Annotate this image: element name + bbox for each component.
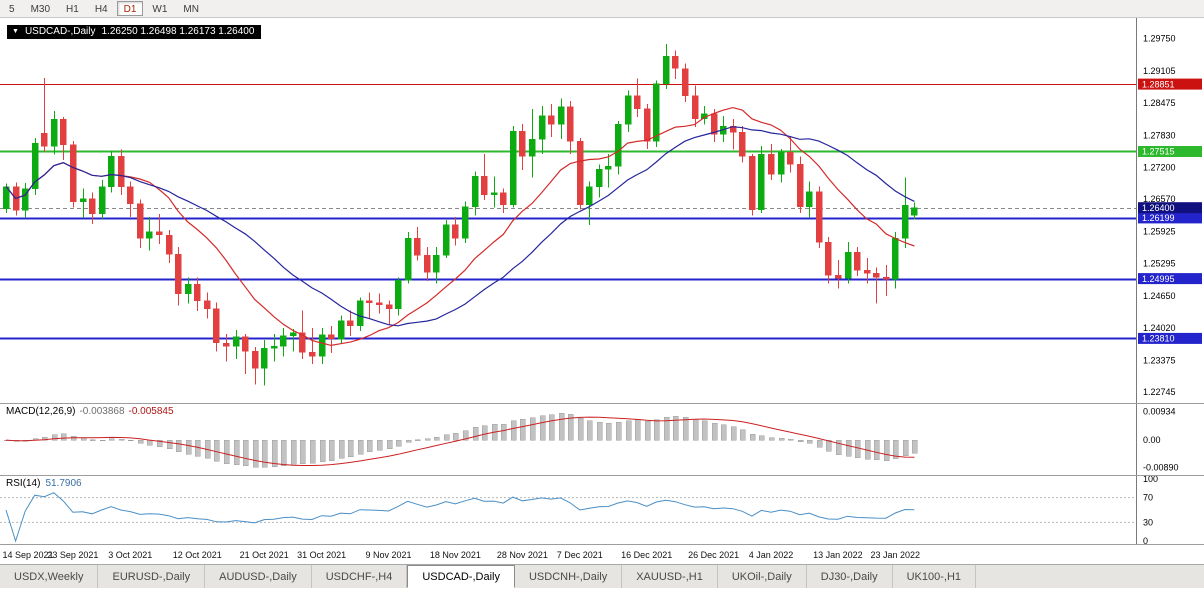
tab-usdx-weekly[interactable]: USDX,Weekly: [0, 565, 99, 588]
price-axis-scale: 1.29750 1.29105 1.28475 1.27830 1.27200 1.265…: [1136, 18, 1176, 403]
svg-text:21 Oct 2021: 21 Oct 2021: [240, 550, 289, 560]
macd-chart-canvas[interactable]: 0.00934 0.00 -0.00890: [0, 404, 1204, 475]
svg-text:1.27515: 1.27515: [1142, 147, 1175, 157]
macd-histogram: [3, 412, 918, 468]
chart-ohlc-values: 1.26250 1.26498 1.26173 1.26400: [101, 26, 255, 37]
rsi-label: RSI(14) 51.7906: [6, 478, 82, 489]
rsi-chart-canvas[interactable]: 100 70 30 0: [0, 476, 1204, 544]
candles: [2, 44, 918, 386]
tab-usdchf-h4[interactable]: USDCHF-,H4: [312, 565, 408, 588]
svg-text:1.25295: 1.25295: [1143, 259, 1176, 269]
svg-text:30: 30: [1143, 517, 1153, 527]
svg-text:1.28475: 1.28475: [1143, 98, 1176, 108]
chart-title-overlay: ▼ USDCAD-,Daily 1.26250 1.26498 1.26173 …: [7, 25, 262, 39]
price-level-badge: 1.26199: [1138, 212, 1202, 224]
svg-text:1.29105: 1.29105: [1143, 66, 1176, 76]
price-level-badge: 1.28851: [1138, 78, 1202, 90]
period-button-w1[interactable]: W1: [152, 4, 168, 15]
svg-text:100: 100: [1143, 476, 1158, 484]
svg-text:31 Oct 2021: 31 Oct 2021: [297, 550, 346, 560]
timeframe-toolbar: 5 M30 H1 H4 D1 W1 MN: [0, 0, 1204, 18]
tab-dj30-daily[interactable]: DJ30-,Daily: [807, 565, 893, 588]
price-level-badge: 1.27515: [1138, 146, 1202, 157]
price-level-badge: 1.23810: [1138, 332, 1202, 344]
svg-text:1.27200: 1.27200: [1143, 162, 1176, 172]
svg-text:1.26570: 1.26570: [1143, 194, 1176, 204]
svg-text:18 Nov 2021: 18 Nov 2021: [430, 550, 481, 560]
price-chart-canvas[interactable]: 1.29750 1.29105 1.28475 1.27830 1.27200 1.265…: [0, 18, 1204, 403]
svg-text:1.23375: 1.23375: [1143, 355, 1176, 365]
tab-eurusd-daily[interactable]: EURUSD-,Daily: [98, 565, 206, 588]
price-level-badge: 1.24995: [1138, 273, 1202, 285]
svg-text:1.29750: 1.29750: [1143, 34, 1176, 44]
svg-text:1.22745: 1.22745: [1143, 387, 1176, 397]
period-button-h4[interactable]: H4: [94, 4, 108, 15]
macd-panel: 0.00934 0.00 -0.00890 MACD(12,26,9) -0.0038…: [0, 403, 1204, 475]
tab-usdcnh-daily[interactable]: USDCNH-,Daily: [515, 565, 623, 588]
svg-text:16 Dec 2021: 16 Dec 2021: [621, 550, 672, 560]
tab-usdcad-daily[interactable]: USDCAD-,Daily: [407, 565, 515, 588]
svg-text:0.00: 0.00: [1143, 435, 1161, 445]
svg-text:3 Oct 2021: 3 Oct 2021: [108, 550, 152, 560]
svg-text:1.26400: 1.26400: [1142, 203, 1175, 213]
svg-text:23 Sep 2021: 23 Sep 2021: [47, 550, 98, 560]
svg-text:13 Jan 2022: 13 Jan 2022: [813, 550, 863, 560]
rsi-levels: [0, 497, 1136, 523]
svg-text:4 Jan 2022: 4 Jan 2022: [749, 550, 794, 560]
ma-fast-line: [5, 106, 915, 347]
current-price-badge: 1.26400: [1138, 202, 1202, 214]
tab-ukoil-daily[interactable]: UKOil-,Daily: [718, 565, 807, 588]
macd-axis-scale: 0.00934 0.00 -0.00890: [1136, 404, 1179, 475]
period-button-5[interactable]: 5: [9, 4, 15, 15]
rsi-value: 51.7906: [45, 478, 82, 489]
macd-name: MACD(12,26,9): [6, 406, 76, 417]
macd-main-value: -0.003868: [79, 406, 125, 417]
period-button-m30[interactable]: M30: [30, 4, 51, 15]
svg-text:0.00934: 0.00934: [1143, 406, 1176, 416]
dropdown-arrow-icon[interactable]: ▼: [12, 28, 19, 35]
svg-text:9 Nov 2021: 9 Nov 2021: [365, 550, 411, 560]
date-axis: 14 Sep 2021 23 Sep 2021 3 Oct 2021 12 Oct 2…: [0, 544, 1204, 564]
svg-text:1.24650: 1.24650: [1143, 291, 1176, 301]
svg-text:70: 70: [1143, 493, 1153, 503]
svg-text:7 Dec 2021: 7 Dec 2021: [557, 550, 603, 560]
period-button-h1[interactable]: H1: [66, 4, 79, 15]
rsi-name: RSI(14): [6, 478, 41, 489]
svg-text:1.28851: 1.28851: [1142, 79, 1175, 89]
tab-uk100-h1[interactable]: UK100-,H1: [893, 565, 977, 588]
svg-text:14 Sep 2021: 14 Sep 2021: [2, 550, 53, 560]
svg-text:1.24020: 1.24020: [1143, 323, 1176, 333]
rsi-axis-scale: 100 70 30 0: [1136, 476, 1158, 544]
svg-text:1.27830: 1.27830: [1143, 131, 1176, 141]
chart-tab-bar: USDX,Weekly EURUSD-,Daily AUDUSD-,Daily USD…: [0, 564, 1204, 588]
macd-label: MACD(12,26,9) -0.003868 -0.005845: [6, 406, 174, 417]
period-button-d1[interactable]: D1: [116, 1, 144, 16]
svg-text:26 Dec 2021: 26 Dec 2021: [688, 550, 739, 560]
svg-text:1.23810: 1.23810: [1142, 334, 1175, 344]
tab-audusd-daily[interactable]: AUDUSD-,Daily: [205, 565, 312, 588]
rsi-panel: 100 70 30 0 RSI(14) 51.7906: [0, 475, 1204, 544]
bottom-strip: [0, 588, 1204, 596]
chart-symbol-label: USDCAD-,Daily: [24, 26, 96, 37]
svg-text:12 Oct 2021: 12 Oct 2021: [173, 550, 222, 560]
svg-text:1.25925: 1.25925: [1143, 227, 1176, 237]
svg-text:1.24995: 1.24995: [1142, 274, 1175, 284]
main-chart-panel: 1.29750 1.29105 1.28475 1.27830 1.27200 1.265…: [0, 18, 1204, 403]
tab-xauusd-h1[interactable]: XAUUSD-,H1: [622, 565, 718, 588]
period-button-mn[interactable]: MN: [183, 4, 199, 15]
macd-signal-value: -0.005845: [128, 406, 174, 417]
svg-text:-0.00890: -0.00890: [1143, 463, 1179, 473]
ma-slow-line: [5, 126, 915, 327]
rsi-line: [5, 492, 915, 543]
svg-text:1.26199: 1.26199: [1142, 213, 1175, 223]
svg-text:23 Jan 2022: 23 Jan 2022: [871, 550, 921, 560]
svg-text:28 Nov 2021: 28 Nov 2021: [497, 550, 548, 560]
svg-text:0: 0: [1143, 536, 1148, 544]
macd-signal-line: [5, 416, 915, 466]
